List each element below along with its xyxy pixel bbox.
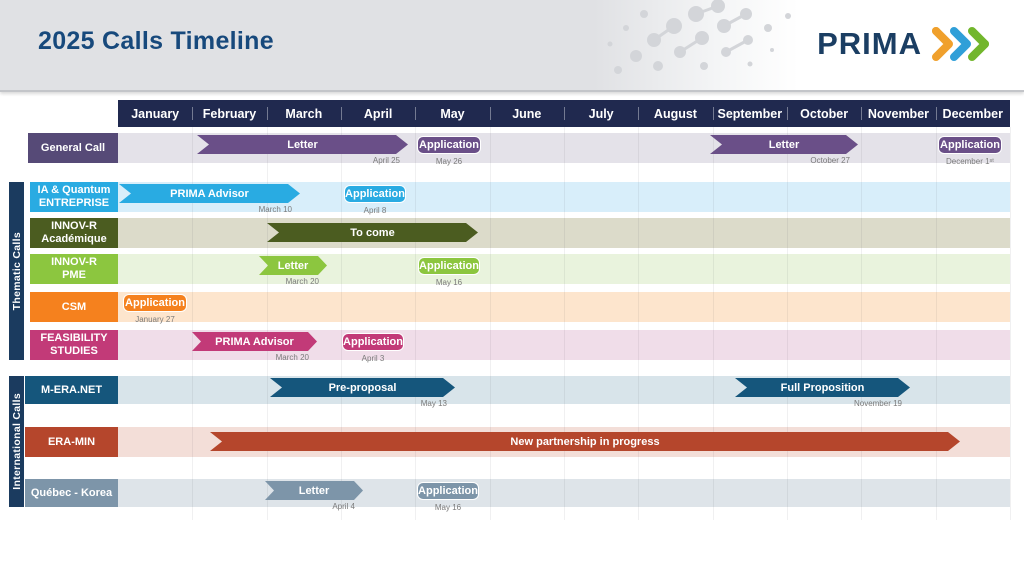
- gridline: [713, 127, 714, 520]
- month-july: July: [563, 100, 638, 127]
- month-november: November: [861, 100, 935, 127]
- row-label-innovr-academique: INNOV-R Académique: [30, 218, 118, 248]
- group-international-calls: International Calls: [9, 376, 24, 507]
- date-label: March 20: [275, 353, 309, 362]
- row-label-ia-quantum: IA & Quantum ENTREPRISE: [30, 182, 118, 212]
- group-label: Thematic Calls: [10, 231, 23, 311]
- gridline: [192, 127, 193, 520]
- month-april: April: [340, 100, 415, 127]
- track-innovr-academique: [118, 218, 1010, 248]
- date-label: May 16: [435, 278, 463, 287]
- gridline: [638, 127, 639, 520]
- timeline-bar: PRIMA Advisor March 20: [192, 332, 317, 362]
- row-label-meranet: M-ERA.NET: [25, 376, 118, 404]
- timeline-bar: To come: [267, 223, 478, 242]
- top-banner: 2025 Calls Timeline PRIMA: [0, 0, 1024, 92]
- gridline: [267, 127, 268, 520]
- row-label-quebec-korea: Québec - Korea: [25, 479, 118, 507]
- gridline: [415, 127, 416, 520]
- bar-label: Pre-proposal: [270, 378, 455, 397]
- date-label: January 27: [135, 315, 175, 324]
- row-label-feasibility: FEASIBILITY STUDIES: [30, 330, 118, 360]
- date-label: May 16: [434, 503, 462, 512]
- prima-logo-text: PRIMA: [817, 26, 922, 61]
- milestone-label: Application: [342, 333, 404, 351]
- molecule-dot-pattern-icon: [607, 0, 791, 74]
- bar-label: PRIMA Advisor: [119, 184, 300, 203]
- gridline: [341, 127, 342, 520]
- timeline-bar: PRIMA Advisor March 10: [119, 184, 300, 214]
- date-label: November 19: [853, 399, 902, 408]
- bar-label: PRIMA Advisor: [192, 332, 317, 351]
- timeline-milestone: Application January 27: [123, 294, 187, 324]
- timeline-milestone: Application May 16: [417, 482, 479, 512]
- bar-label: Letter: [259, 256, 327, 275]
- date-label: March 20: [285, 277, 319, 286]
- group-thematic-calls: Thematic Calls: [9, 182, 24, 360]
- page-title: 2025 Calls Timeline: [38, 27, 274, 55]
- track-csm: [118, 292, 1010, 322]
- date-label: December 1ˢᵗ: [945, 157, 995, 166]
- date-label: March 10: [258, 205, 292, 214]
- timeline-milestone: Application May 16: [418, 257, 480, 287]
- month-september: September: [712, 100, 787, 127]
- month-header: January February March April May June Ju…: [118, 100, 1010, 127]
- date-label: October 27: [810, 156, 850, 165]
- timeline-bar: Pre-proposal May 13: [270, 378, 455, 408]
- bar-label: Letter: [265, 481, 363, 500]
- milestone-label: Application: [418, 257, 480, 275]
- month-january: January: [131, 106, 180, 121]
- prima-logo: PRIMA: [817, 24, 992, 64]
- group-label: International Calls: [10, 393, 23, 490]
- month-may: May: [415, 100, 489, 127]
- gridline: [787, 127, 788, 520]
- timeline-bar: Letter March 20: [259, 256, 327, 286]
- gridline: [936, 127, 937, 520]
- date-label: April 8: [363, 206, 387, 215]
- milestone-label: Application: [938, 136, 1002, 154]
- date-label: April 25: [372, 156, 400, 165]
- milestone-label: Application: [417, 482, 479, 500]
- milestone-label: Application: [123, 294, 187, 312]
- bar-label: Letter: [197, 135, 408, 154]
- timeline-milestone: Application May 26: [417, 136, 481, 166]
- timeline-bar: Letter April 25: [197, 135, 408, 165]
- timeline-bar: Full Proposition November 19: [735, 378, 910, 408]
- date-label: April 3: [361, 354, 385, 363]
- gridline: [564, 127, 565, 520]
- timeline-milestone: Application April 8: [344, 185, 406, 215]
- date-label: May 26: [435, 157, 463, 166]
- timeline-bar: Letter April 4: [265, 481, 363, 511]
- logo-chevrons-icon: [932, 27, 989, 61]
- milestone-label: Application: [417, 136, 481, 154]
- bar-label: Letter: [710, 135, 858, 154]
- track-quebec-korea: [118, 479, 1010, 507]
- timeline-milestone: Application December 1ˢᵗ: [938, 136, 1002, 166]
- row-label-csm: CSM: [30, 292, 118, 322]
- month-october: October: [786, 100, 861, 127]
- month-june: June: [489, 100, 564, 127]
- gridline: [861, 127, 862, 520]
- date-label: April 4: [332, 502, 355, 511]
- month-february: February: [192, 100, 266, 127]
- timeline-milestone: Application April 3: [342, 333, 404, 363]
- bar-label: To come: [267, 223, 478, 242]
- timeline-bar: New partnership in progress: [210, 432, 960, 451]
- bar-label: New partnership in progress: [210, 432, 960, 451]
- month-march: March: [266, 100, 341, 127]
- row-label-eramin: ERA-MIN: [25, 427, 118, 457]
- milestone-label: Application: [344, 185, 406, 203]
- gridline: [490, 127, 491, 520]
- date-label: May 13: [420, 399, 447, 408]
- row-label-general-call: General Call: [28, 133, 118, 163]
- month-december: December: [935, 100, 1010, 127]
- row-label-innovr-pme: INNOV-R PME: [30, 254, 118, 284]
- bar-label: Full Proposition: [735, 378, 910, 397]
- timeline-bar: Letter October 27: [710, 135, 858, 165]
- gridline: [1010, 127, 1011, 520]
- month-august: August: [638, 100, 712, 127]
